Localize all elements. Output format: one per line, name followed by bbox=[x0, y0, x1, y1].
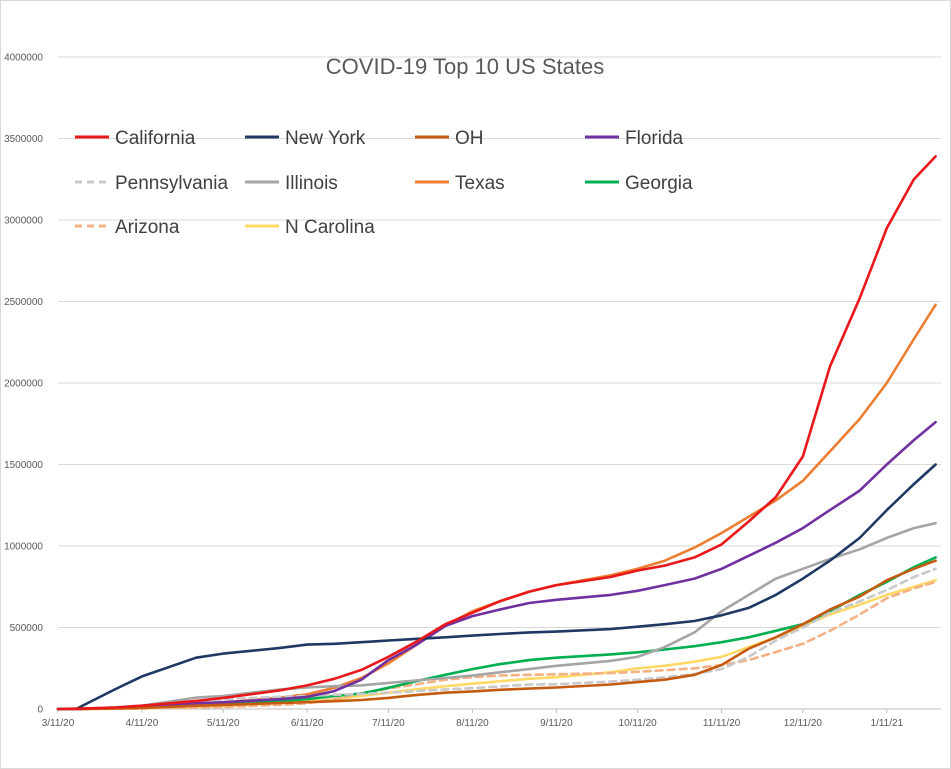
series-line-texas bbox=[56, 303, 937, 711]
legend-item-pennsylvania: Pennsylvania bbox=[75, 173, 228, 194]
series-line-florida bbox=[56, 420, 937, 711]
y-tick-label: 4000000 bbox=[4, 53, 43, 64]
legend-label: New York bbox=[285, 128, 366, 149]
chart-title: COVID-19 Top 10 US States bbox=[326, 54, 604, 79]
legend-item-n-carolina: N Carolina bbox=[245, 217, 375, 238]
y-tick-label: 2000000 bbox=[4, 379, 43, 390]
legend-item-arizona: Arizona bbox=[75, 217, 180, 238]
series-line-arizona bbox=[56, 580, 937, 711]
series-line-illinois bbox=[56, 521, 937, 711]
legend-item-illinois: Illinois bbox=[245, 173, 338, 194]
x-tick-label: 8/11/20 bbox=[456, 718, 489, 729]
legend: California New York OH Florida Pennsylvania I… bbox=[75, 128, 693, 238]
x-tick-label: 12/11/20 bbox=[784, 718, 823, 729]
legend-label: Arizona bbox=[115, 217, 180, 238]
legend-label: Texas bbox=[455, 173, 505, 194]
y-tick-label: 1500000 bbox=[4, 460, 43, 471]
legend-item-new-york: New York bbox=[245, 128, 366, 149]
series-line-california bbox=[56, 155, 937, 711]
legend-label: Florida bbox=[625, 128, 684, 149]
y-tick-label: 2500000 bbox=[4, 297, 43, 308]
legend-item-florida: Florida bbox=[585, 128, 684, 149]
series-line-oh bbox=[56, 559, 937, 711]
legend-label: Pennsylvania bbox=[115, 173, 228, 194]
legend-label: Georgia bbox=[625, 173, 693, 194]
legend-item-texas: Texas bbox=[415, 173, 505, 194]
x-tick-label: 10/11/20 bbox=[619, 718, 658, 729]
legend-label: Illinois bbox=[285, 173, 338, 194]
axes: 0 500000 1000000 1500000 2000000 2500000 30000… bbox=[4, 53, 941, 729]
x-tick-label: 7/11/20 bbox=[372, 718, 405, 729]
legend-item-oh: OH bbox=[415, 128, 484, 149]
legend-label: N Carolina bbox=[285, 217, 375, 238]
y-tick-label: 500000 bbox=[10, 623, 44, 634]
legend-label: OH bbox=[455, 128, 484, 149]
y-tick-label: 3000000 bbox=[4, 216, 43, 227]
x-tick-label: 4/11/20 bbox=[126, 718, 159, 729]
legend-label: California bbox=[115, 128, 196, 149]
x-tick-label: 5/11/20 bbox=[207, 718, 240, 729]
x-tick-label: 3/11/20 bbox=[42, 718, 75, 729]
series-line-pennsylvania bbox=[56, 567, 937, 711]
x-tick-label: 1/11/21 bbox=[871, 718, 904, 729]
x-tick-label: 9/11/20 bbox=[540, 718, 573, 729]
series-lines bbox=[56, 155, 937, 711]
y-tick-label: 3500000 bbox=[4, 134, 43, 145]
series-line-new-york bbox=[56, 463, 937, 711]
y-tick-label: 1000000 bbox=[4, 542, 43, 553]
gridlines bbox=[58, 56, 941, 628]
legend-item-georgia: Georgia bbox=[585, 173, 693, 194]
x-tick-label: 6/11/20 bbox=[291, 718, 324, 729]
x-tick-label: 11/11/20 bbox=[703, 718, 741, 729]
y-tick-label: 0 bbox=[37, 705, 43, 716]
legend-item-california: California bbox=[75, 128, 196, 149]
